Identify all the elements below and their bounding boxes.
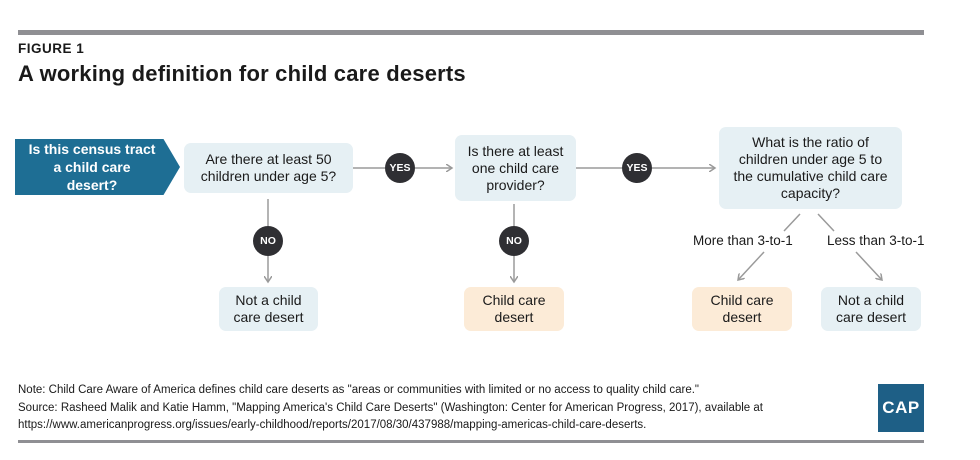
source-url: https://www.americanprogress.org/issues/… (18, 419, 647, 431)
outcome-not-desert-1-text: Not a child care desert (233, 292, 304, 325)
connector-q3-less-b (855, 251, 882, 280)
outcome-desert-2: Child care desert (692, 287, 792, 331)
start-question-text: Is this census tract a child care desert… (28, 141, 156, 193)
cap-logo: CAP (878, 384, 924, 432)
bottom-rule (18, 440, 924, 443)
outcome-not-desert-2-text: Not a child care desert (835, 292, 907, 325)
no-badge-1: NO (253, 226, 283, 256)
question-50-children-text: Are there at least 50 children under age… (200, 151, 337, 184)
yes-badge-2: YES (622, 153, 652, 183)
question-provider: Is there at least one child care provide… (455, 135, 576, 201)
outcome-desert-1: Child care desert (464, 287, 564, 331)
source-text: Source: Rasheed Malik and Katie Hamm, "M… (18, 402, 763, 414)
figure-label: FIGURE 1 (18, 41, 85, 56)
outcome-not-desert-1: Not a child care desert (219, 287, 318, 331)
outcome-desert-2-text: Child care desert (710, 292, 774, 325)
no-badge-2: NO (499, 226, 529, 256)
yes-badge-1: YES (385, 153, 415, 183)
question-provider-text: Is there at least one child care provide… (467, 142, 564, 193)
outcome-desert-1-text: Child care desert (482, 292, 546, 325)
question-50-children: Are there at least 50 children under age… (184, 143, 353, 193)
branch-more-label: More than 3-to-1 (693, 233, 793, 248)
top-rule (18, 30, 924, 35)
note-text: Note: Child Care Aware of America define… (18, 384, 700, 396)
connector-q3-less-a (817, 213, 835, 232)
outcome-not-desert-2: Not a child care desert (821, 287, 921, 331)
connector-q3-more-a (783, 213, 801, 232)
question-ratio: What is the ratio of children under age … (719, 127, 902, 209)
question-ratio-text: What is the ratio of children under age … (733, 134, 888, 201)
connector-q3-more-b (738, 251, 765, 280)
branch-less-label: Less than 3-to-1 (827, 233, 925, 248)
figure-title: A working definition for child care dese… (18, 61, 466, 86)
start-question: Is this census tract a child care desert… (15, 139, 180, 195)
